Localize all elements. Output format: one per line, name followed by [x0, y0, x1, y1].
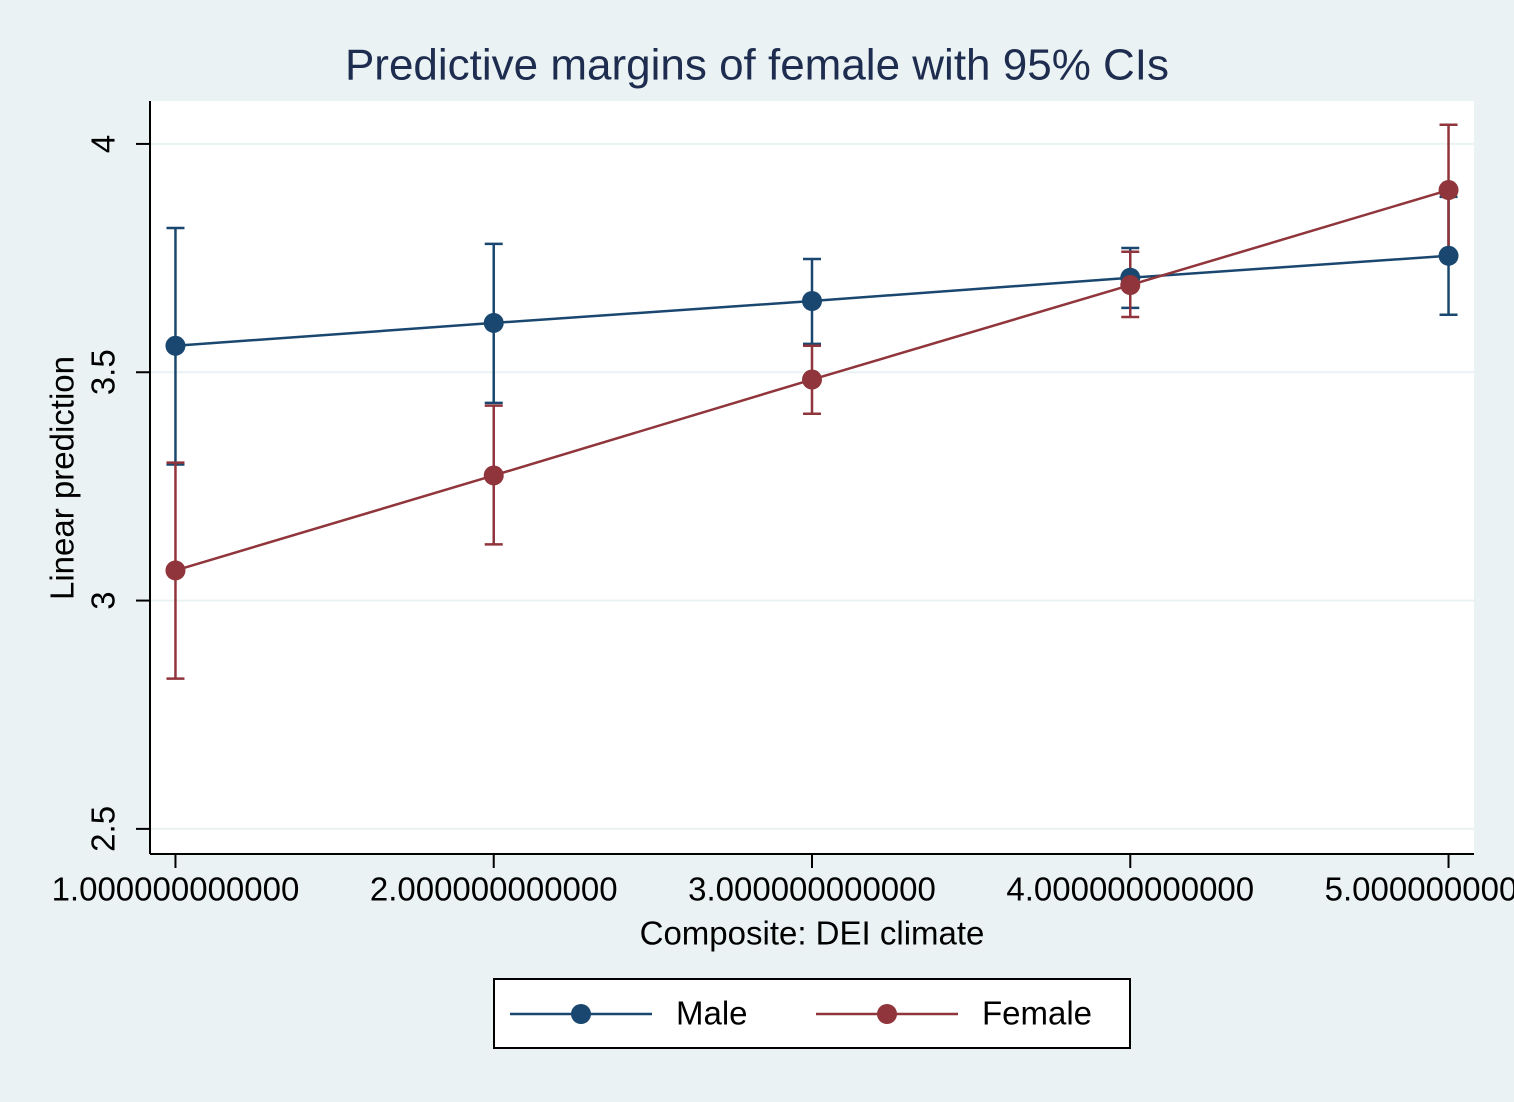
- y-tick-label: 2.5: [85, 806, 122, 852]
- x-axis-title: Composite: DEI climate: [640, 915, 985, 952]
- legend-marker: [877, 1004, 897, 1024]
- point: [1438, 180, 1459, 201]
- point: [165, 560, 186, 581]
- x-tick-label: 2.000000000000: [370, 871, 618, 908]
- x-tick-label: 5.000000000000: [1325, 871, 1514, 908]
- y-tick-label: 3.5: [85, 349, 122, 395]
- y-tick-label: 3: [85, 591, 122, 609]
- legend-marker: [571, 1004, 591, 1024]
- point: [802, 291, 822, 312]
- x-tick-label: 3.000000000000: [688, 871, 936, 908]
- point: [802, 369, 822, 390]
- point: [1120, 275, 1141, 296]
- legend-label: Female: [982, 995, 1092, 1032]
- plot-area: [150, 101, 1474, 854]
- x-tick-label: 4.000000000000: [1006, 871, 1254, 908]
- point: [483, 312, 504, 333]
- point: [1438, 245, 1459, 266]
- point: [483, 465, 504, 486]
- x-tick-label: 1.000000000000: [52, 871, 300, 908]
- legend-label: Male: [676, 995, 748, 1032]
- chart-title: Predictive margins of female with 95% CI…: [345, 41, 1169, 90]
- y-tick-label: 4: [85, 135, 122, 153]
- y-axis-title: Linear prediction: [44, 356, 81, 600]
- point: [165, 335, 186, 356]
